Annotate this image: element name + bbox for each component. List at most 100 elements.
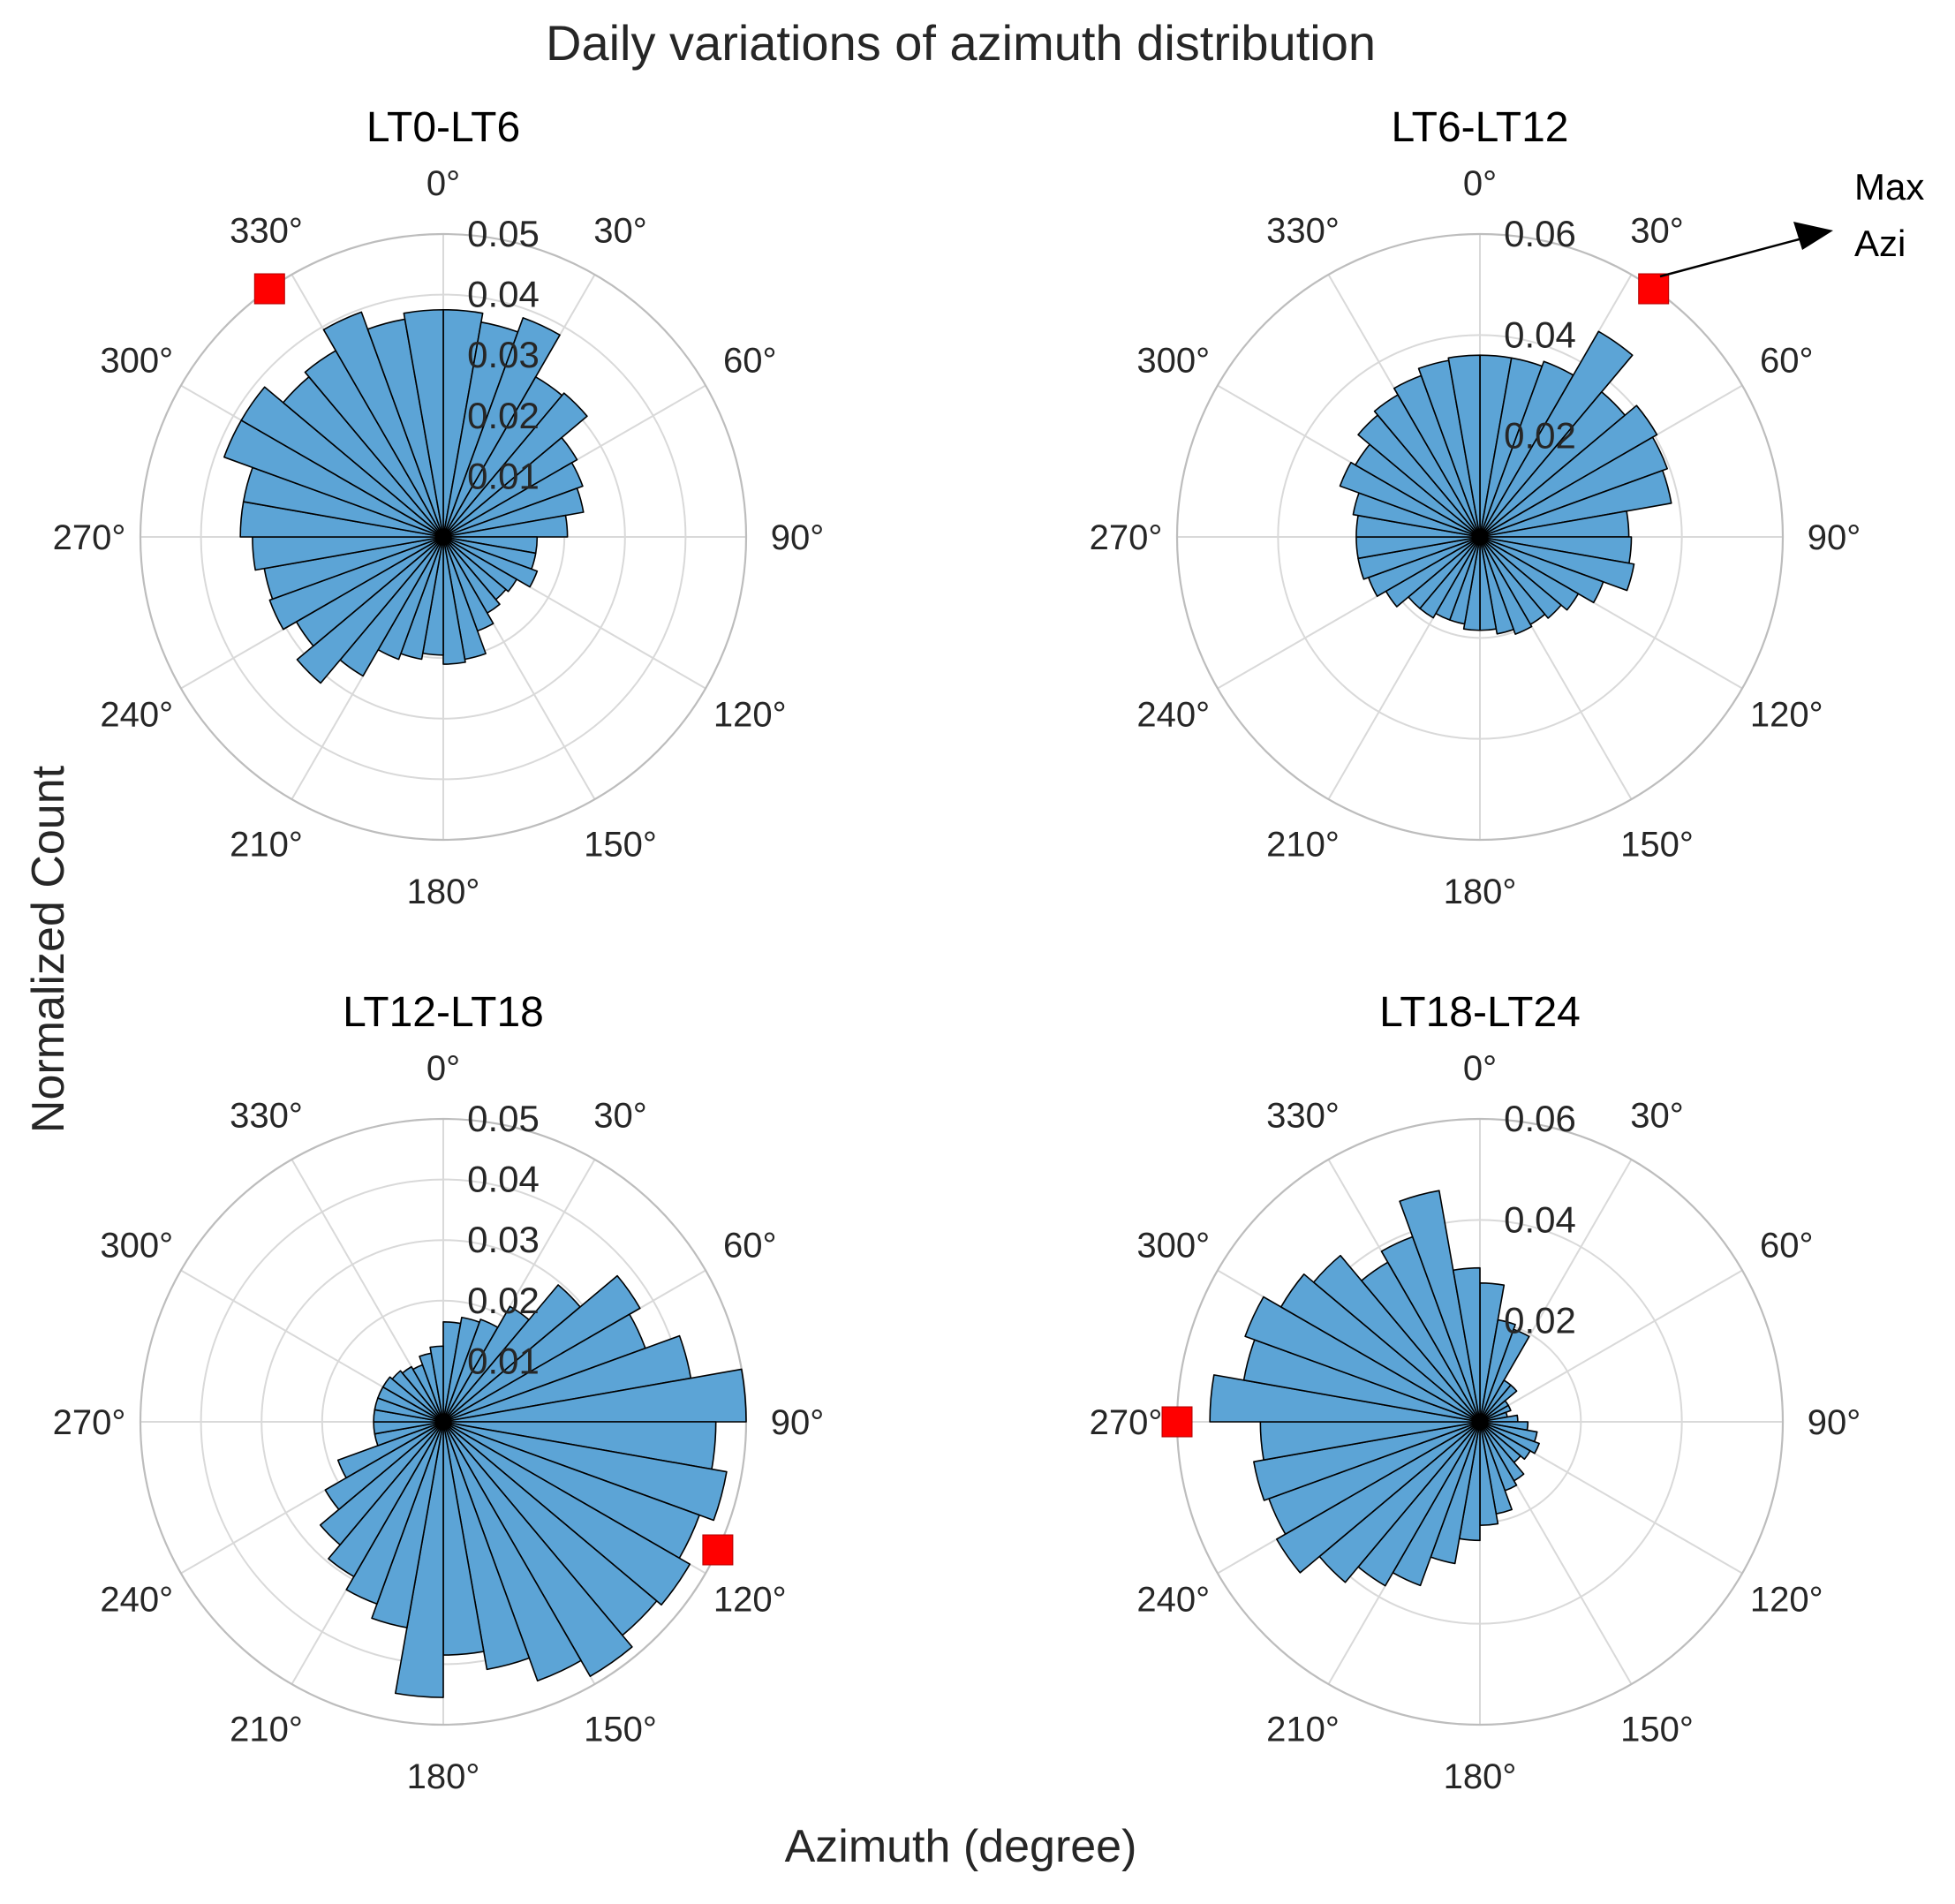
histogram-bar <box>401 1365 444 1423</box>
theta-tick-label: 30° <box>1630 212 1684 251</box>
histogram-bar <box>442 536 539 588</box>
theta-tick-label: 120° <box>1750 1581 1823 1620</box>
theta-tick-label: 210° <box>230 825 303 864</box>
histogram-bar <box>1253 1421 1481 1501</box>
histogram-bar <box>1479 1404 1512 1423</box>
theta-tick-label: 90° <box>1808 1403 1861 1442</box>
y-axis-label: Normalized Count <box>23 765 74 1133</box>
histogram-bar <box>1339 461 1481 538</box>
histogram-bar <box>1479 1328 1530 1423</box>
polar-panel-lt12-lt18: 0.01 0.02 0.03 0.04 0.050° 30° 60° 90° 120° 150° 1… <box>53 989 825 1796</box>
theta-tick-label: 150° <box>584 1710 657 1749</box>
histogram-bar <box>345 1421 444 1606</box>
theta-tick-label: 0° <box>1463 1049 1497 1088</box>
theta-tick-label: 60° <box>1760 1227 1814 1266</box>
outer-ring <box>139 232 748 842</box>
theta-tick-label: 300° <box>1136 342 1210 381</box>
theta-tick-label: 120° <box>713 1581 787 1620</box>
r-tick-label: 0.02 <box>467 1280 540 1321</box>
r-tick-label: 0.04 <box>1504 1198 1576 1240</box>
histogram-bar <box>429 1345 444 1423</box>
histogram-bar <box>1479 1384 1518 1423</box>
grid-ring <box>200 293 687 781</box>
theta-tick-label: 150° <box>584 825 657 864</box>
theta-tick-label: 240° <box>100 696 173 735</box>
theta-tick-label: 180° <box>407 873 480 911</box>
theta-tick-label: 90° <box>771 518 825 557</box>
max-azimuth-marker <box>1638 273 1670 305</box>
r-tick-label: 0.06 <box>1504 1098 1576 1139</box>
max-azimuth-marker <box>702 1534 734 1566</box>
histogram-bar <box>442 536 466 665</box>
grid-ring <box>1277 334 1683 740</box>
theta-tick-label: 210° <box>230 1710 303 1749</box>
r-tick-label: 0.02 <box>467 395 540 436</box>
panel-title: LT6-LT12 <box>1392 104 1569 151</box>
annotation-arrowhead <box>1793 222 1833 250</box>
r-tick-label: 0.02 <box>1504 415 1576 457</box>
theta-tick-label: 150° <box>1620 825 1694 864</box>
theta-tick-label: 120° <box>713 696 787 735</box>
theta-tick-label: 270° <box>1090 518 1163 557</box>
theta-tick-label: 60° <box>1760 342 1814 381</box>
histogram-bar <box>1479 436 1668 538</box>
theta-tick-label: 330° <box>230 1097 303 1136</box>
polar-panel-lt6-lt12: 0.02 0.04 0.060° 30° 60° 90° 120° 150° 180° 210° 2… <box>1090 104 1861 911</box>
histogram-bar <box>1399 1190 1481 1423</box>
x-axis-label: Azimuth (degree) <box>785 1821 1137 1872</box>
histogram-bar <box>1447 354 1481 538</box>
histogram-bar <box>1275 1421 1481 1574</box>
theta-tick-label: 180° <box>1444 873 1517 911</box>
histogram-bar <box>442 1421 633 1677</box>
panel-title: LT18-LT24 <box>1379 989 1581 1036</box>
histogram-bar <box>1312 1254 1481 1423</box>
annotation-text-line1: Max <box>1854 166 1924 208</box>
theta-tick-label: 270° <box>53 518 126 557</box>
histogram-bar <box>442 514 569 538</box>
theta-tick-label: 150° <box>1620 1710 1694 1749</box>
spoke-60 <box>1479 1269 1743 1423</box>
theta-tick-label: 0° <box>426 164 460 203</box>
histogram-bar <box>442 392 588 538</box>
histogram-bar <box>442 1421 531 1671</box>
theta-tick-label: 30° <box>593 1097 647 1136</box>
theta-tick-label: 0° <box>426 1049 460 1088</box>
r-tick-label: 0.01 <box>467 455 540 496</box>
theta-tick-label: 180° <box>407 1757 480 1796</box>
histogram-bar <box>442 1421 582 1682</box>
annotation-text-line2: Azi <box>1854 223 1906 264</box>
histogram-bar <box>442 1421 728 1522</box>
max-azimuth-marker <box>1161 1406 1193 1438</box>
r-tick-label: 0.04 <box>1504 314 1576 355</box>
histogram-bar <box>442 1368 747 1423</box>
outer-ring <box>1175 232 1785 842</box>
theta-tick-label: 30° <box>1630 1097 1684 1136</box>
r-tick-label: 0.03 <box>467 1219 540 1260</box>
annotation-arrow-line <box>1659 233 1816 278</box>
theta-tick-label: 210° <box>1266 1710 1340 1749</box>
histogram-bar <box>328 1421 444 1578</box>
panel-title: LT12-LT18 <box>343 989 544 1036</box>
histogram-bar <box>1479 536 1533 635</box>
theta-tick-label: 240° <box>100 1581 173 1620</box>
theta-tick-label: 60° <box>723 1227 777 1266</box>
theta-tick-label: 90° <box>1808 518 1861 557</box>
histogram-bar <box>1479 536 1514 635</box>
polar-panel-lt0-lt6: 0.01 0.02 0.03 0.04 0.050° 30° 60° 90° 120° 150° 1… <box>53 104 825 911</box>
max-azimuth-annotation: Max Azi <box>1659 166 1924 278</box>
theta-tick-label: 90° <box>771 1403 825 1442</box>
histogram-bar <box>1479 536 1580 611</box>
theta-tick-label: 330° <box>230 212 303 251</box>
theta-tick-label: 120° <box>1750 696 1823 735</box>
r-tick-label: 0.04 <box>467 274 540 315</box>
polar-panel-lt18-lt24: 0.02 0.04 0.060° 30° 60° 90° 120° 150° 180° 210° 2… <box>1090 989 1861 1796</box>
panel-title: LT0-LT6 <box>366 104 520 151</box>
theta-tick-label: 300° <box>100 342 173 381</box>
r-tick-label: 0.06 <box>1504 213 1576 254</box>
histogram-bar <box>442 317 561 538</box>
histogram-bar <box>442 436 578 538</box>
histogram-bar <box>391 1370 444 1423</box>
theta-tick-label: 60° <box>723 342 777 381</box>
histogram-bar <box>1479 1421 1531 1461</box>
